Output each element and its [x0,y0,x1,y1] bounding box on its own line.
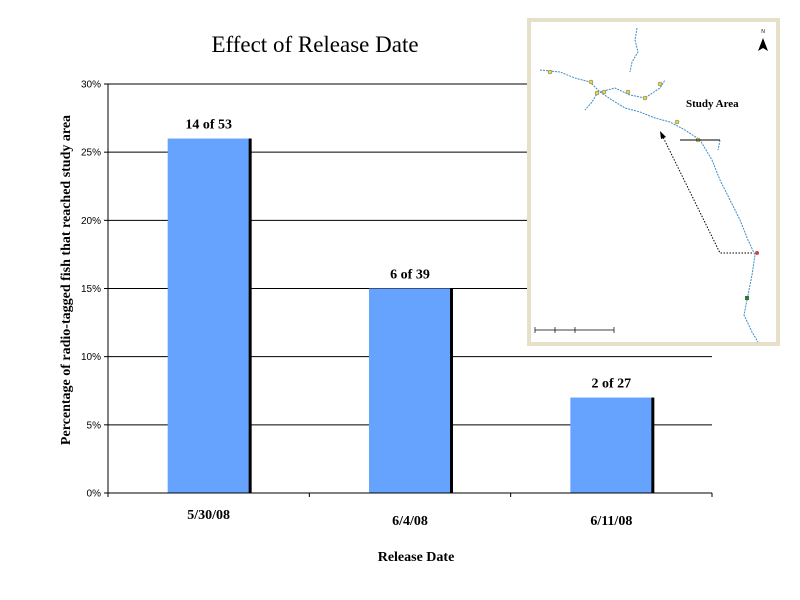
x-categories: 5/30/08 6/4/08 6/11/08 [107,493,713,529]
y-tick-label: 25% [81,148,101,159]
river-lines [539,27,759,343]
study-area-label: Study Area [686,98,739,110]
data-label: 2 of 27 [591,377,631,392]
y-ticks: 0% 5% 10% 15% 20% 25% 30% [81,80,108,500]
y-axis-label: Percentage of radio-tagged fish that rea… [59,115,74,445]
map-markers [547,69,759,300]
data-labels: 14 of 53 6 of 39 2 of 27 [185,118,631,392]
data-label: 14 of 53 [185,118,232,133]
y-tick-label: 10% [81,352,101,363]
bar [570,397,653,493]
scale-bar [534,327,615,333]
bar [369,288,451,493]
bar-shadow [450,288,453,493]
x-category-label: 6/11/08 [590,514,632,529]
y-tick-label: 5% [87,420,102,431]
x-category-label: 6/4/08 [392,514,428,529]
y-tick-label: 15% [81,284,101,295]
y-tick-label: 20% [81,216,101,227]
arrow-head-icon [660,131,666,139]
inset-map: Study Area N [527,18,780,346]
bar-shadow [651,397,655,493]
inset-map-frame [527,18,780,346]
y-tick-label: 30% [81,80,101,91]
bar [167,138,250,494]
x-category-label: 5/30/08 [187,508,230,523]
bars [167,138,655,494]
data-label: 6 of 39 [390,268,430,283]
north-arrow-icon: N [758,29,768,51]
x-axis-label: Release Date [378,550,455,565]
chart-title: Effect of Release Date [211,32,418,57]
y-tick-label: 0% [87,489,102,500]
bar-shadow [248,138,252,494]
svg-text:N: N [761,29,765,35]
